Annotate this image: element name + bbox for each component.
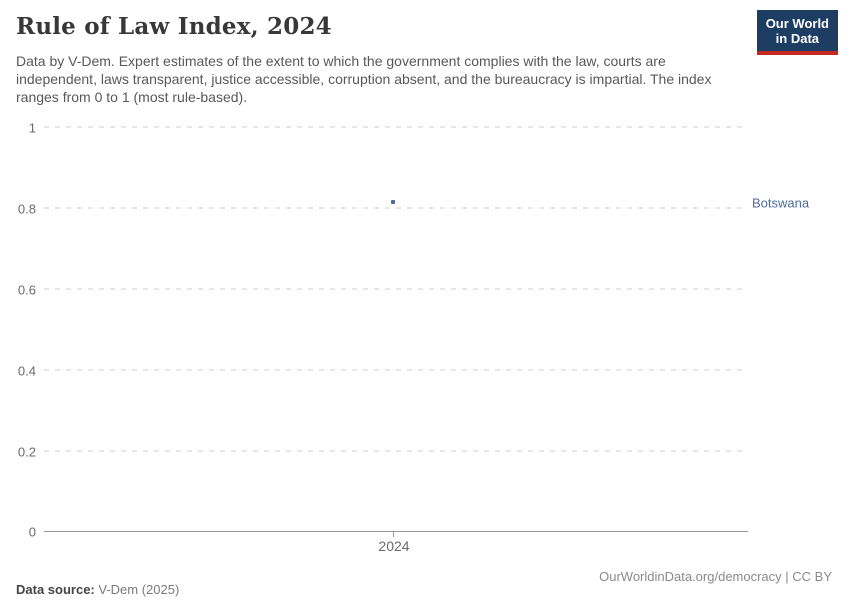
x-tick-label: 2024	[378, 538, 410, 554]
y-tick-label: 0.2	[17, 444, 36, 460]
chart-subtitle: Data by V-Dem. Expert estimates of the e…	[16, 53, 712, 105]
x-tick-mark	[393, 532, 394, 537]
y-tick-label: 0	[28, 524, 36, 540]
gridline-0-6	[44, 288, 748, 290]
owid-logo-line1: Our World	[765, 16, 829, 31]
credit-link[interactable]: OurWorldinData.org/democracy | CC BY	[599, 569, 832, 584]
gridline-0-8	[44, 207, 748, 209]
owid-logo-line2: in Data	[775, 31, 820, 46]
y-tick-label: 0.6	[17, 282, 36, 298]
data-source-value: V-Dem (2025)	[98, 582, 180, 597]
x-axis-line	[44, 531, 748, 532]
data-source-note: Data source: V-Dem (2025)	[16, 582, 179, 597]
chart-title: Rule of Law Index, 2024	[16, 13, 332, 40]
data-source-label: Data source:	[16, 582, 95, 597]
owid-logo[interactable]: Our World in Data	[756, 10, 838, 55]
y-tick-label: 0.8	[17, 201, 36, 217]
gridline-1	[44, 126, 748, 128]
data-point-botswana[interactable]	[391, 200, 395, 204]
entity-label-botswana[interactable]: Botswana	[752, 195, 810, 211]
y-tick-label: 1	[28, 120, 36, 136]
gridline-0-2	[44, 450, 748, 452]
y-tick-label: 0.4	[17, 363, 36, 379]
gridline-0-4	[44, 369, 748, 371]
